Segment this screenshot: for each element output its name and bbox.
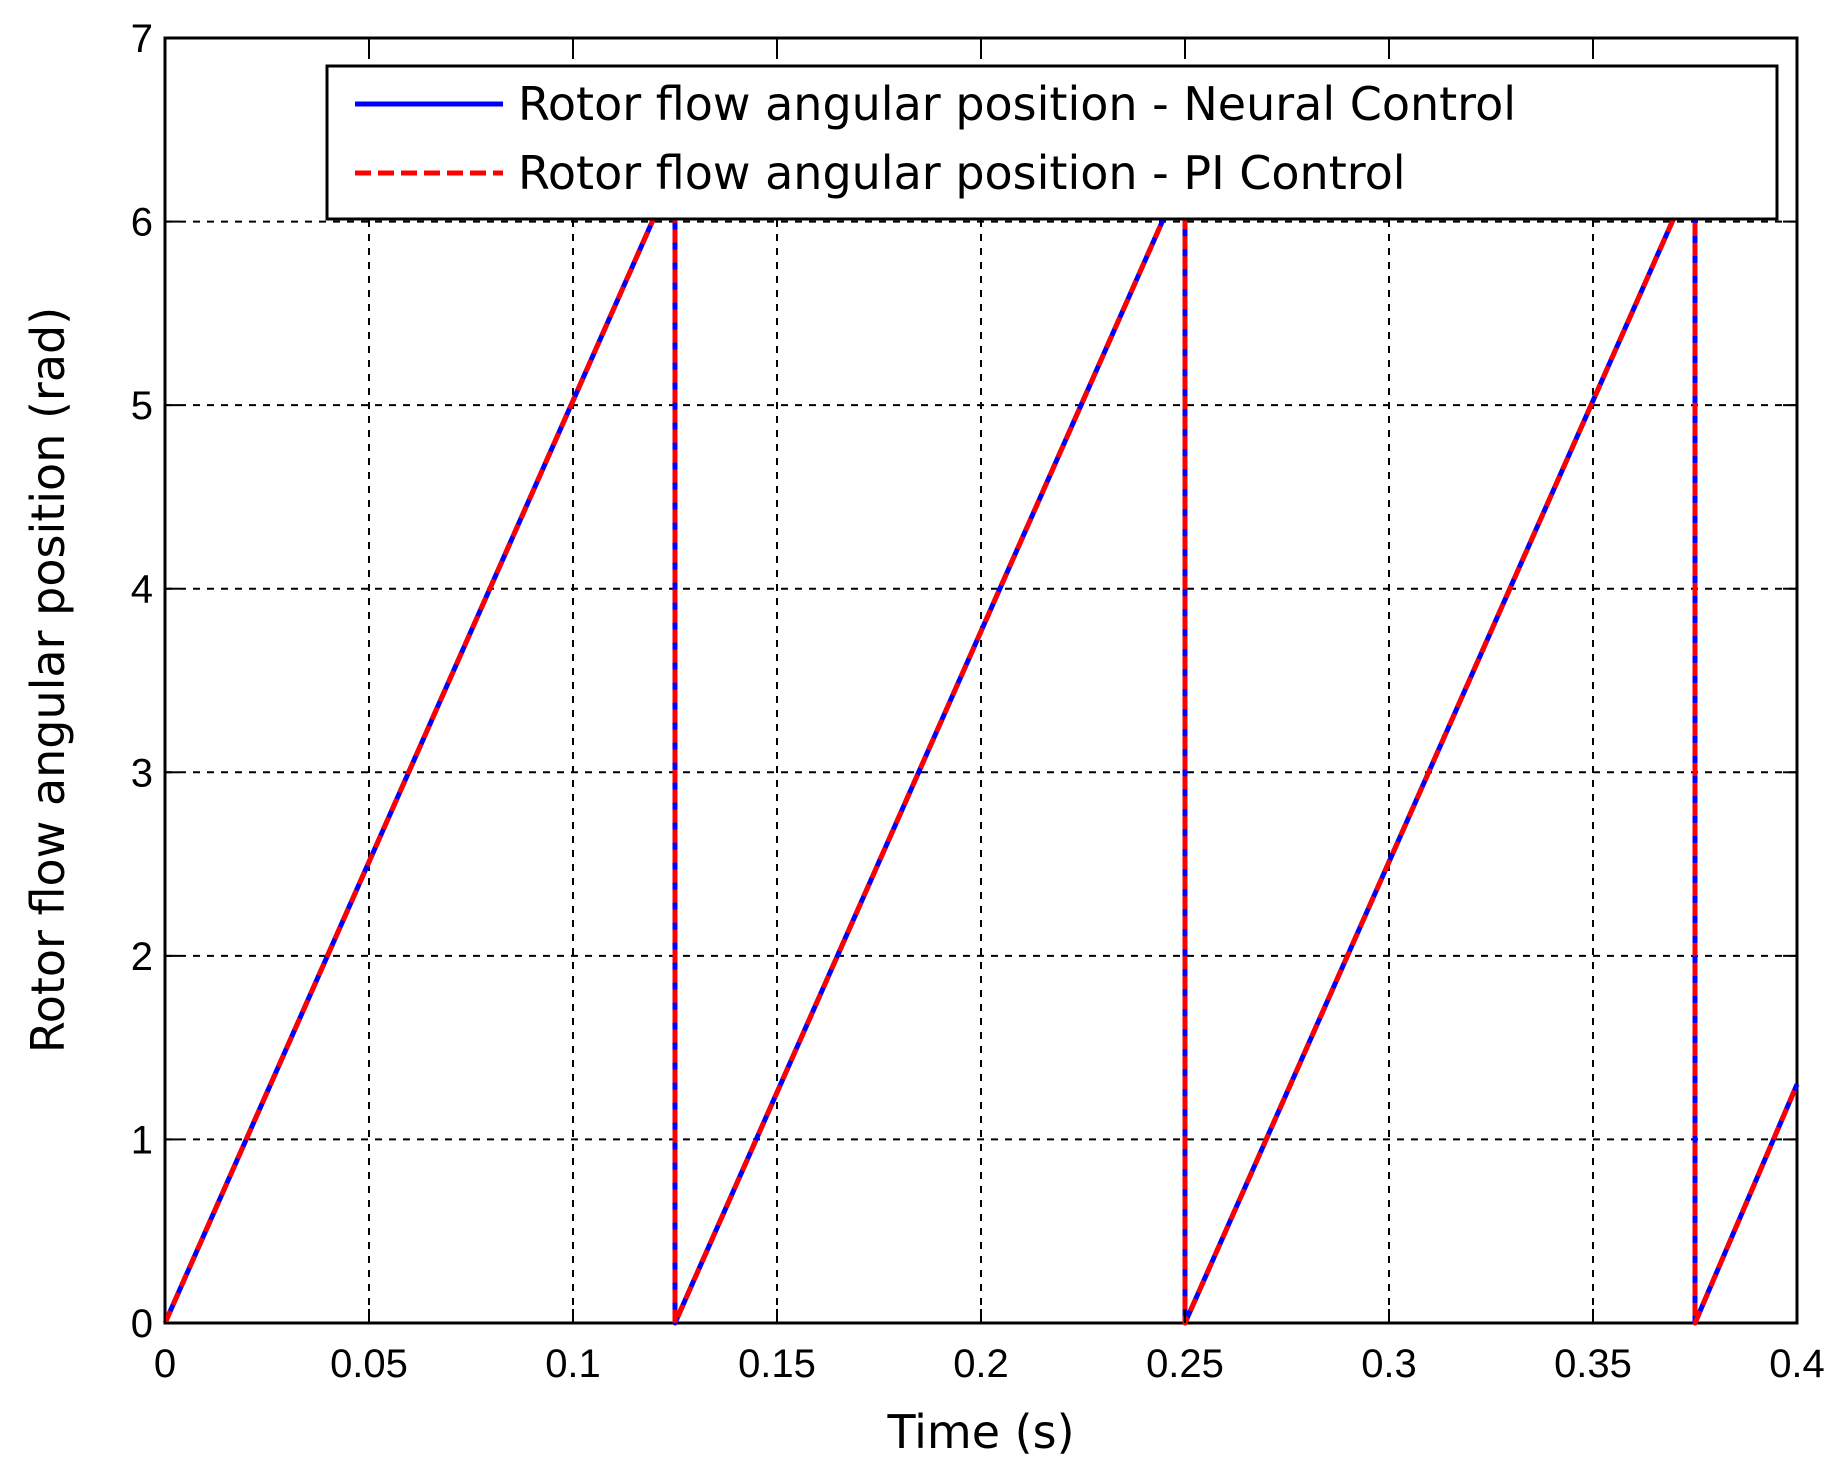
x-tick-label: 0.25 xyxy=(1146,1342,1224,1386)
legend-box xyxy=(325,64,1779,221)
x-tick-label: 0.05 xyxy=(330,1342,408,1386)
y-tick-label: 7 xyxy=(131,17,153,61)
legend-label-pi-control: Rotor flow angular position - PI Control xyxy=(518,146,1406,200)
x-tick-label: 0.15 xyxy=(738,1342,816,1386)
y-tick-label: 4 xyxy=(131,568,153,612)
y-axis-label: Rotor flow angular position (rad) xyxy=(21,307,75,1053)
x-tick-label: 0.35 xyxy=(1554,1342,1632,1386)
grid xyxy=(165,38,1797,1323)
y-tick-label: 3 xyxy=(131,751,153,795)
y-tick-label: 1 xyxy=(131,1118,153,1162)
ticks xyxy=(164,37,1798,1324)
series-layer xyxy=(162,167,1800,1326)
x-tick-label: 0.4 xyxy=(1769,1342,1825,1386)
legend-label-neural-control: Rotor flow angular position - Neural Con… xyxy=(518,77,1516,131)
y-tick-label: 2 xyxy=(131,935,153,979)
tick-labels: 0 0.05 0.1 0.15 0.2 0.25 0.3 0.35 0.4 0 1 2 3 4 5 6 7 xyxy=(131,17,1825,1386)
legend: Rotor flow angular position - Neural Con… xyxy=(325,64,1779,221)
x-tick-label: 0.3 xyxy=(1361,1342,1417,1386)
y-tick-label: 0 xyxy=(131,1302,153,1346)
y-tick-label: 5 xyxy=(131,384,153,428)
x-tick-label: 0.1 xyxy=(545,1342,601,1386)
series-line-pi-control xyxy=(162,167,1800,1326)
y-tick-label: 6 xyxy=(131,201,153,245)
x-tick-label: 0.2 xyxy=(953,1342,1009,1386)
x-axis-label: Time (s) xyxy=(886,1405,1074,1459)
x-tick-label: 0 xyxy=(154,1342,176,1386)
